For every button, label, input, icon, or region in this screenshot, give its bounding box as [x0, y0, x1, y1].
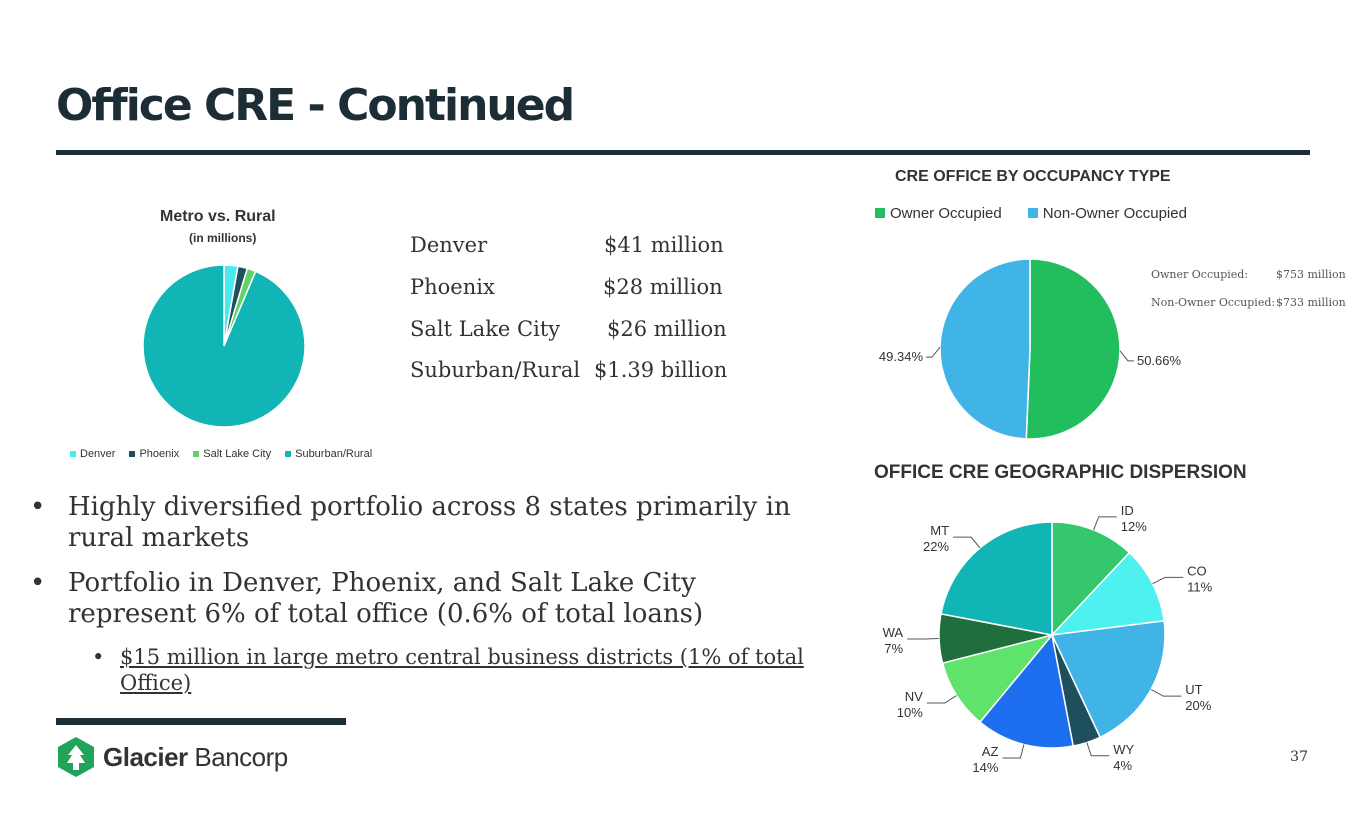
- footer-divider: [56, 718, 346, 725]
- legend-item-non-owner-occupied: Non-Owner Occupied: [1027, 205, 1187, 222]
- pie-value-az: 14%: [972, 760, 998, 775]
- occupancy-pie-chart: 50.66% 49.34%: [879, 258, 1182, 440]
- glacier-logo-icon: [58, 737, 94, 777]
- pie-slice-owner-occupied: [1025, 258, 1121, 440]
- pie-label-ut: UT: [1185, 682, 1202, 697]
- owner-occupied-note-value: $753 million: [1276, 268, 1346, 281]
- title-divider: [56, 150, 1310, 155]
- page-number: 37: [1290, 749, 1308, 765]
- pie-slice-non-owner-occupied: [939, 258, 1031, 440]
- non-owner-occupied-note-value: $733 million: [1276, 296, 1346, 309]
- pie-value-co: 11%: [1187, 579, 1212, 594]
- pie-value-ut: 20%: [1185, 698, 1211, 713]
- metro-label-denver: Denver: [410, 233, 488, 257]
- metro-label-phoenix: Phoenix: [410, 275, 495, 299]
- metro-value-suburban-rural: $1.39 billion: [594, 358, 728, 382]
- pie-label-mt: MT: [930, 523, 949, 538]
- legend-item-denver: Denver: [70, 448, 115, 460]
- metro-label-salt-lake-city: Salt Lake City: [410, 317, 561, 341]
- pie-value-wa: 7%: [884, 641, 903, 656]
- company-logo-text: Glacier Bancorp: [103, 742, 288, 772]
- legend-item-owner-occupied: Owner Occupied: [875, 205, 1002, 222]
- metro-label-suburban-rural: Suburban/Rural: [410, 358, 581, 382]
- bullet-item: • Highly diversified portfolio across 8 s…: [30, 492, 791, 553]
- metro-chart-legend: Denver Phoenix Salt Lake City Suburban/R…: [70, 448, 372, 460]
- pie-slice-suburban-rural: [142, 264, 306, 428]
- metro-value-salt-lake-city: $26 million: [607, 317, 727, 341]
- bullet-item: • Portfolio in Denver, Phoenix, and Salt …: [30, 568, 704, 629]
- metro-value-phoenix: $28 million: [603, 275, 723, 299]
- sub-bullet-item: • $15 million in large metro central busi…: [92, 645, 804, 695]
- pie-label-owner-occupied: 50.66%: [1137, 353, 1182, 368]
- pie-label-wy: WY: [1113, 742, 1134, 757]
- metro-chart-title: Metro vs. Rural: [160, 208, 276, 225]
- pie-label-co: CO: [1187, 563, 1207, 578]
- metro-value-denver: $41 million: [604, 233, 724, 257]
- geographic-chart-title: OFFICE CRE GEOGRAPHIC DISPERSION: [874, 462, 1247, 483]
- pie-label-az: AZ: [982, 744, 999, 759]
- pie-label-id: ID: [1121, 503, 1134, 518]
- pie-value-id: 12%: [1121, 519, 1147, 534]
- metro-pie-chart: [142, 264, 306, 428]
- pie-label-non-owner-occupied: 49.34%: [879, 349, 924, 364]
- metro-chart-subtitle: (in millions): [189, 231, 257, 245]
- pie-slice-ut: [1050, 619, 1166, 739]
- occupancy-chart-legend: Owner Occupied Non-Owner Occupied: [875, 205, 1187, 222]
- pie-slice-co: [1050, 551, 1165, 637]
- pie-label-nv: NV: [905, 689, 923, 704]
- page-title: Office CRE - Continued: [56, 80, 575, 131]
- pie-value-mt: 22%: [923, 539, 949, 554]
- legend-item-salt-lake-city: Salt Lake City: [193, 448, 271, 460]
- bullet-list: • Highly diversified portfolio across 8 s…: [30, 492, 810, 696]
- legend-item-phoenix: Phoenix: [129, 448, 179, 460]
- pie-slice-az: [978, 633, 1075, 749]
- owner-occupied-note-label: Owner Occupied:: [1151, 268, 1249, 281]
- occupancy-chart-title: CRE OFFICE BY OCCUPANCY TYPE: [895, 168, 1171, 185]
- non-owner-occupied-note-label: Non-Owner Occupied:: [1151, 296, 1276, 309]
- pie-label-wa: WA: [883, 625, 904, 640]
- pie-value-wy: 4%: [1113, 758, 1132, 773]
- pie-value-nv: 10%: [897, 705, 923, 720]
- legend-item-suburban-rural: Suburban/Rural: [285, 448, 372, 460]
